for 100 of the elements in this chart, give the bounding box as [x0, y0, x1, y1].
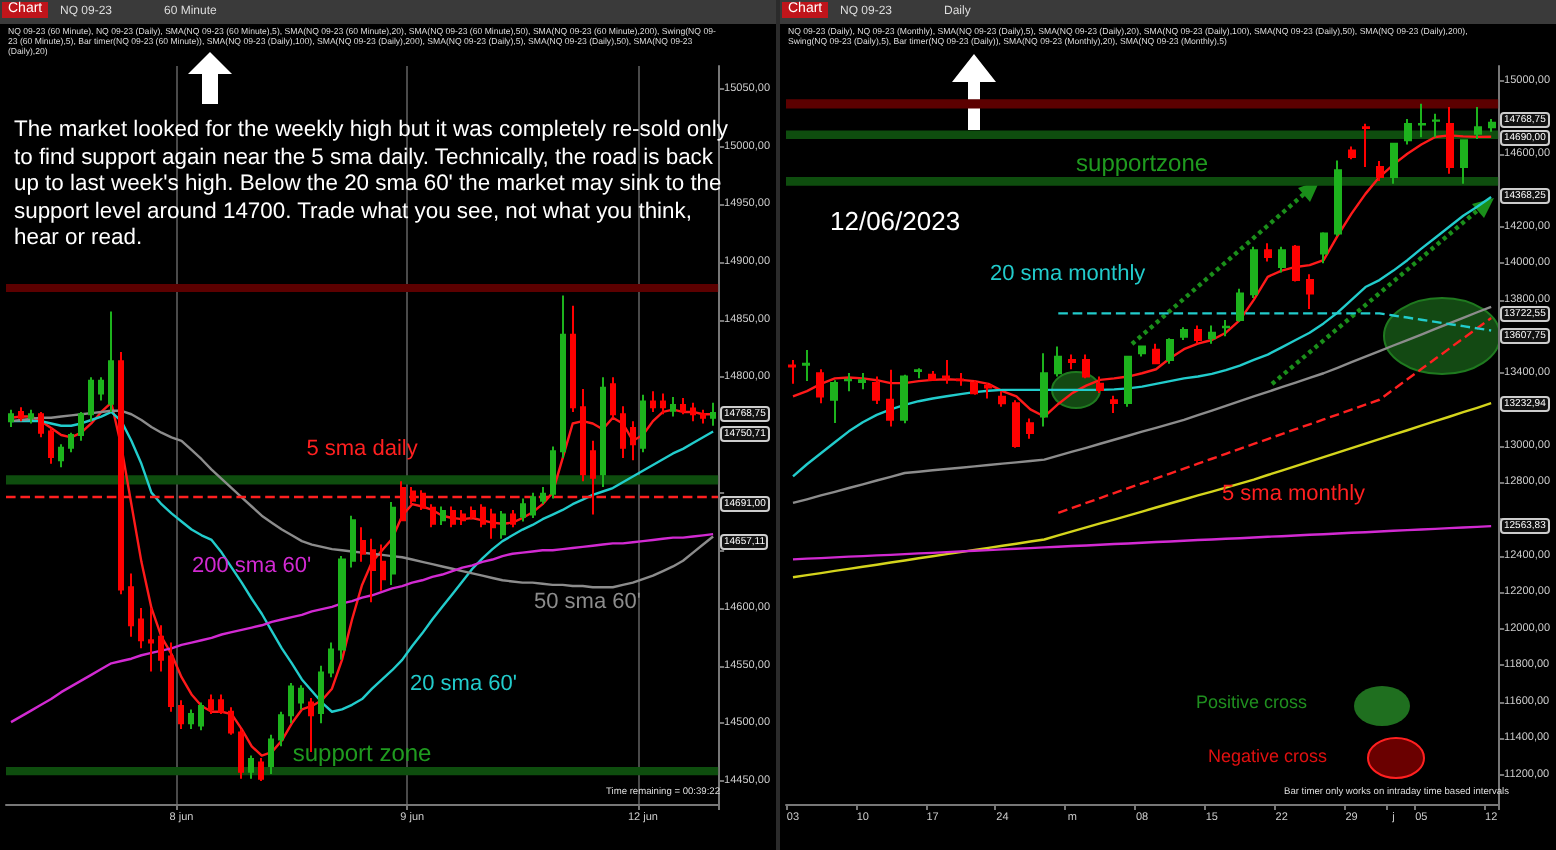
candlestick — [390, 500, 396, 586]
candlestick — [610, 376, 616, 419]
line-series — [791, 195, 1493, 478]
candlestick — [620, 405, 626, 460]
candlestick — [98, 376, 104, 402]
candlestick — [1208, 324, 1216, 345]
candlestick — [1222, 318, 1230, 338]
candlestick — [1278, 245, 1286, 274]
candlestick — [1068, 353, 1076, 371]
candlestick — [298, 684, 304, 711]
candlestick — [328, 641, 334, 679]
candlestick — [38, 410, 44, 439]
annotation: Negative cross — [1208, 746, 1328, 767]
candlestick — [8, 408, 14, 428]
candlestick — [128, 572, 134, 638]
candlestick — [830, 379, 838, 424]
candlestick — [168, 641, 174, 713]
annotation: Positive cross — [1196, 692, 1308, 713]
line-series — [791, 134, 1493, 418]
candlestick — [58, 443, 64, 469]
candlestick — [88, 376, 94, 423]
candlestick — [580, 387, 586, 483]
candlestick — [178, 699, 184, 731]
candlestick — [914, 367, 922, 380]
candlestick — [1306, 273, 1314, 310]
candlestick — [148, 606, 154, 673]
candlestick — [1334, 159, 1342, 237]
candlestick — [886, 368, 894, 428]
line-series — [791, 402, 1493, 579]
candlestick — [248, 754, 254, 780]
candlestick — [48, 427, 54, 465]
candlestick — [650, 390, 656, 413]
candlestick — [278, 710, 284, 748]
candlestick — [670, 395, 676, 418]
candlestick — [440, 505, 446, 526]
candlestick — [238, 728, 244, 780]
candlestick — [710, 401, 716, 427]
candlestick — [928, 370, 936, 382]
band-label: supportzone — [1076, 149, 1209, 178]
candlestick — [1292, 244, 1300, 283]
candlestick — [288, 681, 294, 725]
candlestick — [1250, 245, 1258, 299]
candlestick — [450, 505, 456, 529]
candlestick — [480, 503, 486, 529]
candlestick — [118, 350, 124, 596]
candlestick — [430, 503, 436, 529]
line-series — [1057, 316, 1493, 515]
candlestick — [630, 420, 636, 462]
candlestick — [1474, 106, 1482, 141]
candlestick — [1124, 355, 1132, 408]
candlestick — [540, 485, 546, 506]
candlestick — [700, 408, 706, 425]
candlestick — [560, 294, 566, 460]
band-label: support zone — [292, 739, 433, 768]
candlestick — [984, 381, 992, 400]
candlestick — [844, 371, 852, 393]
candlestick — [1026, 417, 1034, 440]
candlestick — [108, 310, 114, 413]
line-series — [791, 524, 1493, 561]
annotation: 12/06/2023 — [830, 206, 961, 238]
candlestick — [380, 543, 386, 592]
candlestick — [942, 359, 950, 385]
candlestick — [690, 401, 696, 423]
candlestick — [228, 706, 234, 736]
candlestick — [872, 375, 880, 405]
candlestick — [802, 349, 810, 383]
candlestick — [510, 508, 516, 529]
candlestick — [360, 526, 366, 563]
candlestick — [470, 505, 476, 521]
line-series — [9, 409, 715, 589]
candlestick — [410, 485, 416, 506]
candlestick — [1110, 394, 1118, 415]
ref-line-label: 5 sma daily — [306, 437, 419, 462]
candlestick — [370, 537, 376, 604]
candlestick — [956, 371, 964, 387]
candlestick — [1040, 352, 1048, 428]
candlestick — [660, 392, 666, 416]
candlestick — [338, 555, 346, 661]
series-label: 20 sma 60' — [410, 672, 517, 698]
candlestick — [1348, 145, 1356, 161]
candlestick — [208, 693, 214, 716]
candlestick — [788, 359, 796, 385]
candlestick — [490, 507, 496, 540]
candlestick — [520, 497, 526, 523]
candlestick — [68, 431, 74, 454]
candlestick — [816, 368, 824, 405]
candlestick — [158, 624, 164, 673]
candlestick — [590, 439, 596, 516]
candlestick — [900, 373, 908, 425]
candlestick — [218, 693, 224, 716]
candlestick — [550, 445, 556, 500]
line-series — [9, 532, 715, 724]
candlestick — [640, 393, 646, 454]
series-label: 50 sma 60' — [534, 590, 641, 616]
candlestick — [1488, 117, 1496, 133]
candlestick — [258, 756, 264, 782]
candlestick — [1460, 139, 1468, 185]
candlestick — [1432, 112, 1440, 139]
candlestick — [78, 410, 84, 442]
candlestick — [1082, 353, 1090, 380]
